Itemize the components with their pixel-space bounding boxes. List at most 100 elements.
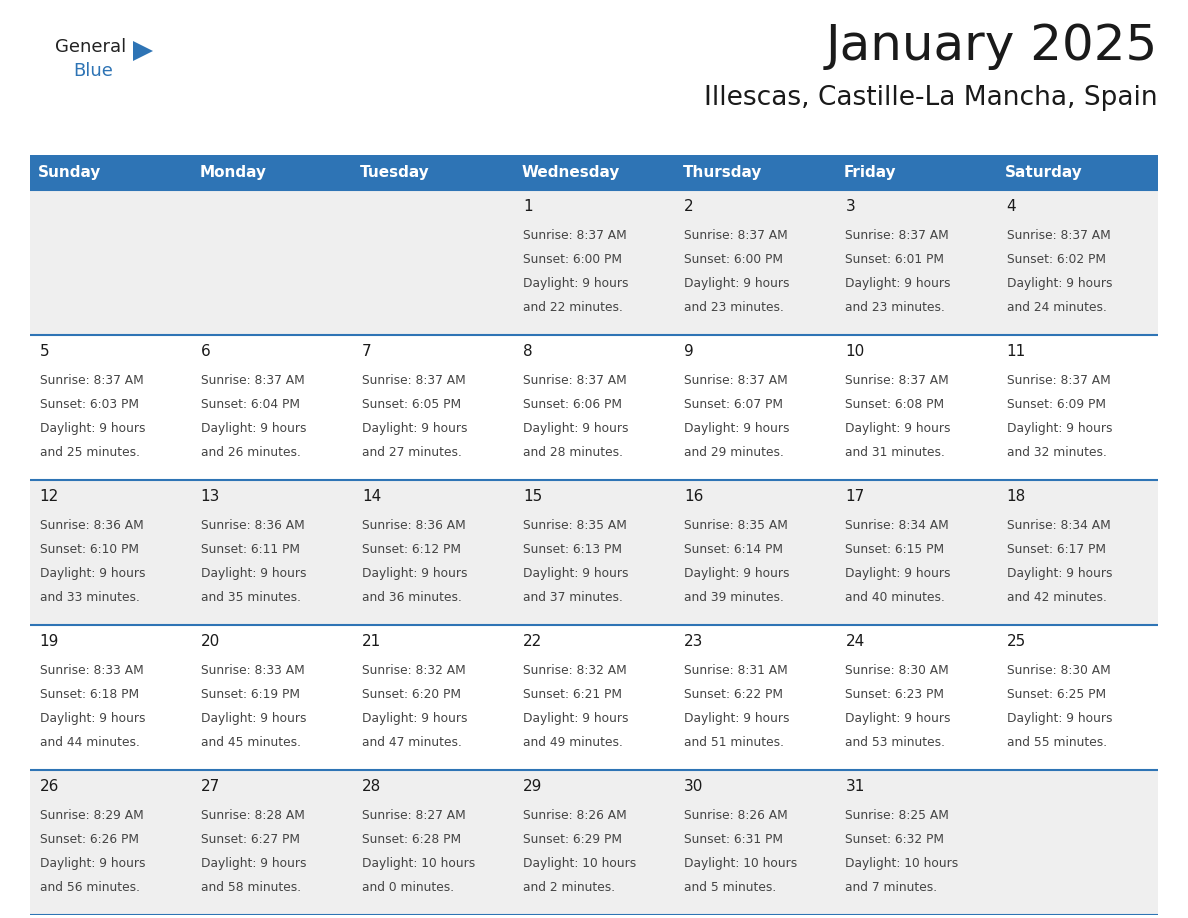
Text: Sunrise: 8:35 AM: Sunrise: 8:35 AM: [523, 520, 627, 532]
Text: Sunset: 6:28 PM: Sunset: 6:28 PM: [362, 833, 461, 846]
Text: Sunrise: 8:35 AM: Sunrise: 8:35 AM: [684, 520, 788, 532]
Text: Daylight: 9 hours: Daylight: 9 hours: [39, 567, 145, 580]
Text: 16: 16: [684, 488, 703, 504]
Text: Thursday: Thursday: [683, 165, 762, 180]
Text: January 2025: January 2025: [826, 22, 1158, 70]
Bar: [30, 480, 191, 625]
Text: Sunset: 6:17 PM: Sunset: 6:17 PM: [1006, 543, 1106, 556]
Text: Sunset: 6:19 PM: Sunset: 6:19 PM: [201, 688, 299, 701]
Bar: [997, 625, 1158, 770]
Bar: [997, 335, 1158, 480]
Text: 20: 20: [201, 633, 220, 649]
Text: 10: 10: [846, 343, 865, 359]
Bar: [997, 770, 1158, 915]
Text: and 35 minutes.: and 35 minutes.: [201, 591, 301, 604]
Bar: [353, 770, 513, 915]
Bar: [675, 625, 835, 770]
Bar: [353, 190, 513, 335]
Text: 15: 15: [523, 488, 543, 504]
Bar: [191, 335, 353, 480]
Text: Sunrise: 8:37 AM: Sunrise: 8:37 AM: [1006, 375, 1111, 387]
Bar: [835, 155, 997, 190]
Text: Sunset: 6:20 PM: Sunset: 6:20 PM: [362, 688, 461, 701]
Text: Sunset: 6:26 PM: Sunset: 6:26 PM: [39, 833, 139, 846]
Text: 25: 25: [1006, 633, 1025, 649]
Text: Sunset: 6:00 PM: Sunset: 6:00 PM: [684, 253, 783, 266]
Text: Sunset: 6:04 PM: Sunset: 6:04 PM: [201, 398, 299, 411]
Text: Sunset: 6:23 PM: Sunset: 6:23 PM: [846, 688, 944, 701]
Bar: [675, 335, 835, 480]
Text: and 24 minutes.: and 24 minutes.: [1006, 301, 1106, 314]
Text: 24: 24: [846, 633, 865, 649]
Bar: [675, 190, 835, 335]
Bar: [513, 625, 675, 770]
Text: Tuesday: Tuesday: [360, 165, 430, 180]
Text: Sunrise: 8:33 AM: Sunrise: 8:33 AM: [39, 664, 144, 677]
Text: Sunrise: 8:28 AM: Sunrise: 8:28 AM: [201, 809, 304, 823]
Bar: [675, 155, 835, 190]
Text: Monday: Monday: [200, 165, 266, 180]
Bar: [30, 190, 191, 335]
Bar: [353, 625, 513, 770]
Text: Daylight: 9 hours: Daylight: 9 hours: [362, 422, 467, 435]
Text: and 39 minutes.: and 39 minutes.: [684, 591, 784, 604]
Text: Daylight: 9 hours: Daylight: 9 hours: [846, 422, 950, 435]
Text: Sunday: Sunday: [38, 165, 101, 180]
Text: Sunrise: 8:36 AM: Sunrise: 8:36 AM: [362, 520, 466, 532]
Text: 4: 4: [1006, 198, 1016, 214]
Bar: [675, 770, 835, 915]
Text: Daylight: 9 hours: Daylight: 9 hours: [684, 567, 790, 580]
Text: Daylight: 9 hours: Daylight: 9 hours: [201, 422, 307, 435]
Text: 7: 7: [362, 343, 372, 359]
Text: Daylight: 10 hours: Daylight: 10 hours: [684, 857, 797, 870]
Text: Daylight: 9 hours: Daylight: 9 hours: [523, 567, 628, 580]
Text: and 27 minutes.: and 27 minutes.: [362, 446, 462, 459]
Text: Sunrise: 8:37 AM: Sunrise: 8:37 AM: [201, 375, 304, 387]
Text: General: General: [55, 38, 126, 56]
Text: 9: 9: [684, 343, 694, 359]
Text: and 28 minutes.: and 28 minutes.: [523, 446, 623, 459]
Text: Sunrise: 8:26 AM: Sunrise: 8:26 AM: [684, 809, 788, 823]
Bar: [191, 480, 353, 625]
Text: Sunrise: 8:33 AM: Sunrise: 8:33 AM: [201, 664, 304, 677]
Bar: [30, 770, 191, 915]
Text: Sunrise: 8:37 AM: Sunrise: 8:37 AM: [684, 375, 788, 387]
Bar: [353, 335, 513, 480]
Text: Sunrise: 8:30 AM: Sunrise: 8:30 AM: [846, 664, 949, 677]
Text: Sunset: 6:10 PM: Sunset: 6:10 PM: [39, 543, 139, 556]
Text: Blue: Blue: [72, 62, 113, 80]
Bar: [513, 155, 675, 190]
Text: 17: 17: [846, 488, 865, 504]
Text: Daylight: 10 hours: Daylight: 10 hours: [846, 857, 959, 870]
Text: Sunset: 6:31 PM: Sunset: 6:31 PM: [684, 833, 783, 846]
Text: Daylight: 9 hours: Daylight: 9 hours: [523, 277, 628, 290]
Text: Daylight: 9 hours: Daylight: 9 hours: [1006, 277, 1112, 290]
Text: Sunrise: 8:37 AM: Sunrise: 8:37 AM: [684, 230, 788, 242]
Text: Sunrise: 8:32 AM: Sunrise: 8:32 AM: [523, 664, 627, 677]
Text: 13: 13: [201, 488, 220, 504]
Bar: [675, 480, 835, 625]
Text: Sunset: 6:13 PM: Sunset: 6:13 PM: [523, 543, 623, 556]
Text: Daylight: 9 hours: Daylight: 9 hours: [1006, 567, 1112, 580]
Text: Sunset: 6:03 PM: Sunset: 6:03 PM: [39, 398, 139, 411]
Text: Sunrise: 8:37 AM: Sunrise: 8:37 AM: [523, 230, 627, 242]
Bar: [997, 480, 1158, 625]
Text: Daylight: 9 hours: Daylight: 9 hours: [523, 712, 628, 725]
Text: Saturday: Saturday: [1005, 165, 1082, 180]
Text: Sunrise: 8:37 AM: Sunrise: 8:37 AM: [523, 375, 627, 387]
Text: Daylight: 10 hours: Daylight: 10 hours: [362, 857, 475, 870]
Text: Friday: Friday: [843, 165, 897, 180]
Text: 8: 8: [523, 343, 532, 359]
Text: Sunset: 6:22 PM: Sunset: 6:22 PM: [684, 688, 783, 701]
Text: Sunrise: 8:34 AM: Sunrise: 8:34 AM: [846, 520, 949, 532]
Text: and 42 minutes.: and 42 minutes.: [1006, 591, 1106, 604]
Text: Daylight: 9 hours: Daylight: 9 hours: [39, 422, 145, 435]
Text: Sunset: 6:14 PM: Sunset: 6:14 PM: [684, 543, 783, 556]
Text: Daylight: 9 hours: Daylight: 9 hours: [1006, 712, 1112, 725]
Text: Daylight: 9 hours: Daylight: 9 hours: [39, 857, 145, 870]
Text: 30: 30: [684, 778, 703, 794]
Text: Daylight: 9 hours: Daylight: 9 hours: [684, 712, 790, 725]
Text: and 56 minutes.: and 56 minutes.: [39, 881, 140, 894]
Bar: [513, 335, 675, 480]
Text: 14: 14: [362, 488, 381, 504]
